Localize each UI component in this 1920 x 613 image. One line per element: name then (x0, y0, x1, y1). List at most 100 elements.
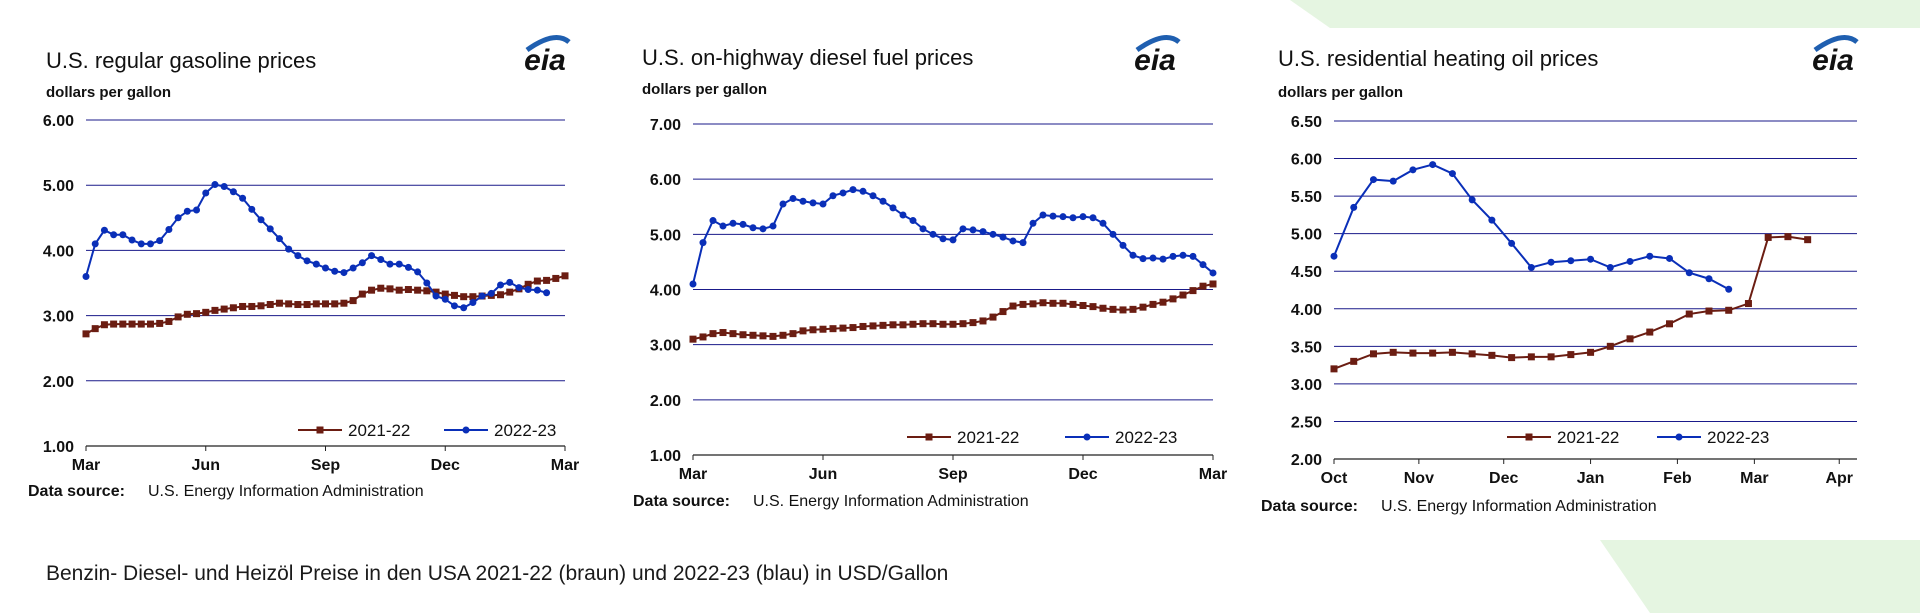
series-line-2021-22 (1333, 235, 1808, 370)
data-point (1527, 353, 1535, 361)
y-tick-label: 6.00 (43, 113, 74, 130)
eia-logo-text: eia (524, 44, 566, 77)
data-point (1119, 306, 1127, 314)
data-point (1666, 320, 1674, 328)
data-point (1179, 251, 1187, 259)
data-point (1626, 257, 1634, 265)
data-point (999, 308, 1007, 316)
data-point (779, 331, 787, 339)
data-point (294, 301, 302, 309)
data-point (819, 325, 827, 333)
data-point (1666, 254, 1674, 262)
data-point (689, 335, 697, 343)
data-point (82, 272, 90, 280)
y-tick-label: 6.00 (650, 172, 681, 189)
data-point (146, 240, 154, 248)
bottom-right-accent (1600, 540, 1920, 613)
data-point (497, 281, 505, 289)
data-point (266, 225, 274, 233)
data-point (146, 320, 154, 328)
legend-label: 2022-23 (1707, 428, 1769, 447)
data-point (1159, 255, 1167, 263)
x-tick-label: Feb (1663, 470, 1692, 487)
data-point (1089, 214, 1097, 222)
data-point (331, 267, 339, 275)
y-tick-label: 6.00 (1291, 152, 1322, 169)
data-source-text: U.S. Energy Information Administration (753, 493, 1029, 510)
data-point (1744, 300, 1752, 308)
data-point (699, 239, 707, 247)
data-point (1079, 213, 1087, 221)
data-point (1179, 291, 1187, 299)
data-point (386, 285, 394, 293)
data-point (719, 222, 727, 230)
x-tick-label: Apr (1825, 470, 1853, 487)
data-point (497, 291, 505, 299)
data-point (358, 259, 366, 267)
data-point (1369, 176, 1377, 184)
data-point (979, 228, 987, 236)
x-tick-label: Mar (72, 457, 100, 474)
data-point (524, 280, 532, 288)
y-tick-label: 5.00 (43, 178, 74, 195)
data-point (1199, 282, 1207, 290)
data-point (749, 224, 757, 232)
data-point (779, 200, 787, 208)
data-point (1448, 348, 1456, 356)
data-point (340, 299, 348, 307)
legend-marker (1525, 433, 1533, 441)
series-line-2022-23 (85, 183, 547, 309)
data-point (119, 320, 127, 328)
data-point (1725, 306, 1733, 314)
x-tick-label: Jan (1577, 470, 1605, 487)
data-point (759, 332, 767, 340)
y-tick-label: 4.00 (650, 283, 681, 300)
data-point (939, 235, 947, 243)
data-point (1169, 295, 1177, 303)
data-point (100, 226, 108, 234)
eia-logo-icon: eia (524, 35, 571, 77)
data-point (949, 320, 957, 328)
data-point (929, 320, 937, 328)
data-point (1350, 203, 1358, 211)
data-point (1369, 350, 1377, 358)
x-tick-label: Mar (1199, 466, 1227, 483)
data-point (959, 225, 967, 233)
legend-label: 2022-23 (1115, 428, 1177, 447)
data-point (1606, 263, 1614, 271)
data-point (1189, 287, 1197, 295)
top-right-accent (1290, 0, 1920, 28)
data-point (211, 306, 219, 314)
data-point (929, 230, 937, 238)
data-point (441, 290, 449, 298)
data-point (869, 192, 877, 200)
data-point (709, 330, 717, 338)
data-point (959, 320, 967, 328)
data-point (156, 319, 164, 327)
data-point (1488, 351, 1496, 359)
x-tick-label: Sep (938, 466, 968, 483)
x-tick-label: Oct (1321, 470, 1348, 487)
data-point (156, 237, 164, 245)
data-point (1089, 303, 1097, 311)
data-point (266, 301, 274, 309)
y-tick-label: 4.00 (43, 243, 74, 260)
legend-marker (316, 426, 324, 434)
y-tick-label: 3.00 (1291, 377, 1322, 394)
data-point (699, 333, 707, 341)
data-point (110, 231, 118, 239)
data-point (689, 280, 697, 288)
data-point (739, 331, 747, 339)
data-point (165, 226, 173, 234)
data-point (1567, 351, 1575, 359)
data-point (312, 260, 320, 268)
data-point (460, 304, 468, 312)
data-point (1059, 213, 1067, 221)
data-source-text: U.S. Energy Information Administration (1381, 498, 1657, 515)
data-point (749, 331, 757, 339)
data-point (229, 304, 237, 312)
data-point (939, 320, 947, 328)
legend-label: 2021-22 (348, 421, 410, 440)
data-point (487, 289, 495, 297)
data-point (404, 286, 412, 294)
